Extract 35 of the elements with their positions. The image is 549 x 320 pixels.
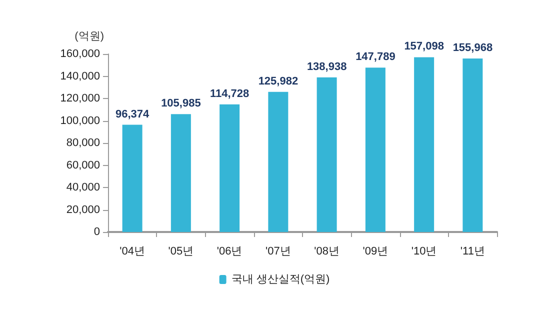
bar: [414, 57, 434, 232]
bar: [268, 92, 288, 232]
y-axis-title: (억원): [74, 30, 104, 42]
data-label: 105,985: [161, 98, 201, 110]
data-label: 138,938: [306, 60, 347, 73]
x-tick-label: '09년: [362, 246, 388, 258]
bar: [170, 114, 191, 232]
bar: [122, 124, 142, 232]
data-label: 155,968: [452, 42, 493, 54]
bar: [316, 77, 337, 232]
y-tick-label: 80,000: [66, 137, 100, 149]
bar: [462, 58, 483, 232]
data-label: 96,374: [115, 108, 150, 120]
x-tick-label: '06년: [216, 246, 242, 258]
x-tick-label: '11년: [460, 246, 485, 258]
bar: [365, 68, 386, 232]
x-tick-label: '07년: [266, 246, 291, 258]
data-label: 125,982: [258, 75, 298, 88]
x-tick-label: '05년: [168, 246, 194, 258]
y-tick-label: 40,000: [66, 182, 100, 194]
x-tick-label: '08년: [314, 246, 340, 258]
y-tick-label: 120,000: [60, 92, 100, 104]
data-label: 147,789: [356, 51, 396, 64]
y-tick-label: 60,000: [66, 159, 100, 172]
y-tick-label: 140,000: [60, 70, 100, 82]
x-tick-label: '10년: [411, 246, 437, 258]
x-tick-label: '04년: [120, 246, 145, 258]
bar: [220, 104, 240, 232]
y-tick-label: 100,000: [60, 114, 100, 127]
legend-label: 국내 생산실적(억원): [231, 274, 330, 286]
y-tick-label: 0: [94, 226, 100, 238]
data-label: 157,098: [404, 40, 444, 53]
y-tick-label: 20,000: [66, 204, 100, 216]
y-tick-label: 160,000: [60, 48, 100, 60]
data-label: 114,728: [210, 88, 250, 100]
